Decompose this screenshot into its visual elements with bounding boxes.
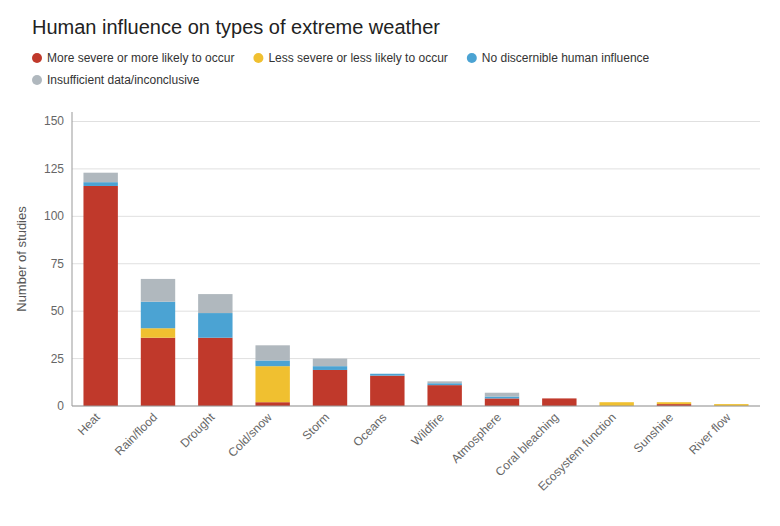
bar-segment [83, 182, 117, 186]
background [0, 0, 780, 526]
bar-segment [198, 338, 232, 406]
x-tick-label: Sunshine [631, 410, 677, 456]
x-tick-label: Ecosystem function [535, 410, 618, 493]
legend-item: Insufficient data/inconclusive [32, 73, 200, 87]
x-tick-label: Atmosphere [448, 410, 504, 466]
bar-segment [714, 404, 748, 405]
legend-item: Less severe or less likely to occur [253, 51, 447, 65]
bar-segment [599, 402, 633, 403]
bar-segment [255, 366, 289, 402]
bar-segment [255, 402, 289, 406]
grid-line [72, 168, 760, 169]
y-tick-label: 50 [51, 304, 65, 318]
bar-segment [83, 186, 117, 406]
bar-segment [714, 404, 748, 405]
bar-segment [198, 313, 232, 338]
legend-item: No discernible human influence [467, 51, 650, 65]
x-tick-label: Drought [177, 410, 218, 451]
bar-segment [542, 398, 576, 406]
bar-segment [657, 402, 691, 404]
legend-label: Less severe or less likely to occur [268, 51, 447, 65]
bar-segment [83, 173, 117, 182]
legend-marker [32, 53, 42, 63]
bar-segment [427, 385, 461, 406]
x-tick-label: Heat [75, 410, 103, 438]
x-tick-label: Storm [300, 410, 333, 443]
legend-marker [467, 53, 477, 63]
bar-segment [255, 360, 289, 366]
bar-segment [141, 328, 175, 337]
bar-segment [141, 338, 175, 406]
bar-segment [141, 302, 175, 329]
y-tick-label: 0 [57, 399, 64, 413]
bar-segment [370, 376, 404, 406]
bar-segment [370, 374, 404, 376]
y-tick-label: 125 [44, 162, 64, 176]
title: Human influence on types of extreme weat… [32, 16, 440, 38]
legend-marker [32, 75, 42, 85]
x-tick-label: River flow [686, 410, 733, 457]
bar-segment [599, 402, 633, 403]
legend-item: More severe or more likely to occur [32, 51, 234, 65]
grid-line [72, 121, 760, 122]
bar-segment [427, 381, 461, 383]
bar-segment [313, 370, 347, 406]
bar-segment [313, 359, 347, 367]
grid-line [72, 263, 760, 264]
y-tick-label: 150 [44, 114, 64, 128]
y-axis-line [72, 112, 73, 406]
bars [83, 173, 748, 406]
legend-label: More severe or more likely to occur [47, 51, 234, 65]
legend: More severe or more likely to occur Less … [32, 51, 650, 87]
grid-line [72, 216, 760, 217]
bar-segment [542, 398, 576, 399]
bar-segment [198, 294, 232, 313]
grid [72, 121, 760, 406]
y-axis-label: Number of studies [14, 206, 29, 312]
bar-segment [542, 398, 576, 399]
bar-segment [313, 366, 347, 370]
bar-segment [485, 397, 519, 399]
x-tick-label: Wildfire [409, 410, 447, 448]
bar-segment [255, 345, 289, 360]
bar-segment [141, 279, 175, 302]
bar-segment [657, 402, 691, 403]
bar-segment [485, 393, 519, 397]
legend-label: Insufficient data/inconclusive [47, 73, 200, 87]
chart: Human influence on types of extreme weat… [0, 0, 780, 526]
x-axis-line [72, 406, 760, 407]
y-tick-label: 100 [44, 209, 64, 223]
bar-segment [599, 402, 633, 406]
bar-segment [485, 398, 519, 406]
bar-segment [542, 398, 576, 399]
legend-label: No discernible human influence [482, 51, 650, 65]
bar-segment [657, 402, 691, 403]
y-tick-label: 75 [51, 257, 65, 271]
bar-segment [370, 373, 404, 374]
bar-segment [427, 383, 461, 385]
x-tick-label: Oceans [350, 410, 389, 449]
grid-line [72, 406, 760, 407]
legend-marker [253, 53, 263, 63]
x-tick-label: Rain/flood [112, 410, 160, 458]
x-tick-label: Cold/snow [225, 410, 275, 460]
y-tick-label: 25 [51, 352, 65, 366]
